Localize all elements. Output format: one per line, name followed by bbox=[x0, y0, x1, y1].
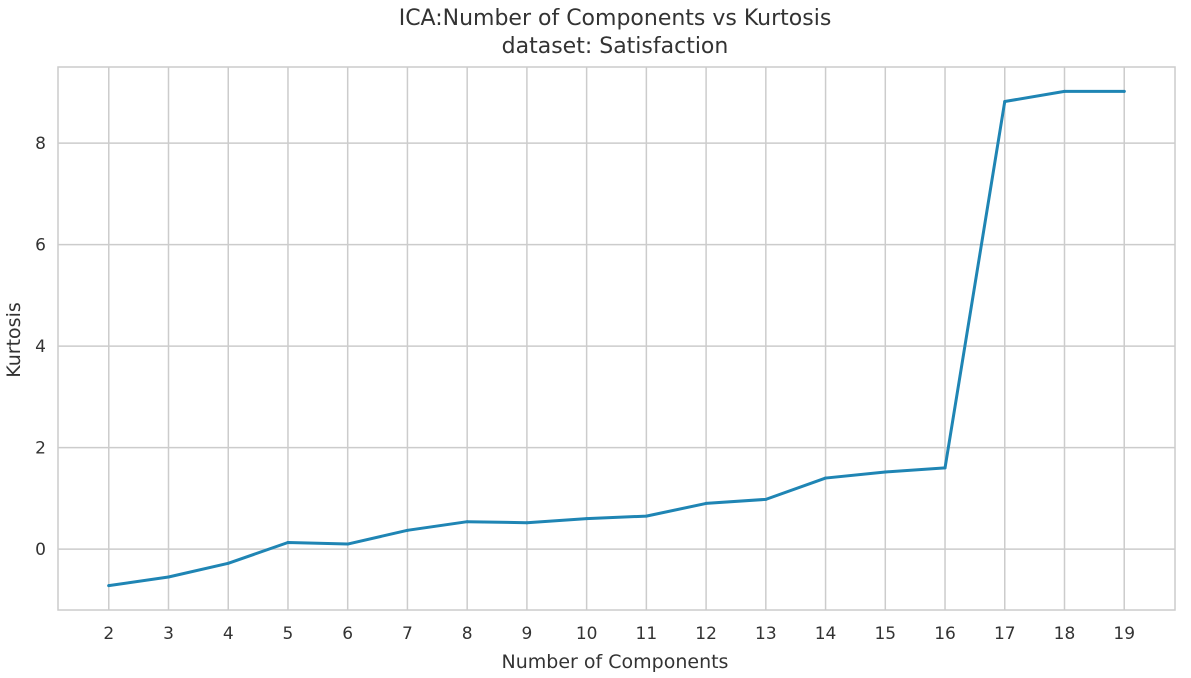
plot-frame bbox=[57, 66, 1176, 611]
plot-background bbox=[58, 67, 1175, 610]
y-tick-label: 4 bbox=[35, 337, 46, 357]
y-tick-label: 2 bbox=[35, 439, 46, 459]
data-point bbox=[704, 501, 708, 505]
x-tick-label: 14 bbox=[815, 624, 837, 644]
x-tick-label: 16 bbox=[934, 624, 956, 644]
y-tick-label: 8 bbox=[35, 134, 46, 154]
data-point bbox=[226, 561, 230, 565]
data-point bbox=[167, 575, 171, 579]
x-tick-label: 7 bbox=[402, 624, 413, 644]
y-tick-labels: 0 2 4 6 8 bbox=[35, 134, 46, 560]
data-point bbox=[1122, 89, 1126, 93]
x-tick-label: 17 bbox=[994, 624, 1016, 644]
chart-subtitle: dataset: Satisfaction bbox=[502, 34, 729, 59]
y-axis-label: Kurtosis bbox=[3, 302, 25, 378]
data-point bbox=[465, 520, 469, 524]
x-tick-label: 6 bbox=[342, 624, 353, 644]
data-point bbox=[1003, 100, 1007, 104]
x-tick-label: 13 bbox=[755, 624, 777, 644]
x-axis-label: Number of Components bbox=[502, 651, 729, 673]
data-point bbox=[1062, 89, 1066, 93]
data-point bbox=[585, 517, 589, 521]
x-tick-label: 10 bbox=[576, 624, 598, 644]
x-tick-label: 5 bbox=[283, 624, 294, 644]
data-point bbox=[346, 542, 350, 546]
chart-title: ICA:Number of Components vs Kurtosis bbox=[399, 6, 832, 31]
data-point bbox=[883, 470, 887, 474]
grid-lines bbox=[58, 67, 1175, 610]
y-tick-label: 6 bbox=[35, 236, 46, 256]
data-point bbox=[764, 497, 768, 501]
y-tick-label: 0 bbox=[35, 540, 46, 560]
x-tick-label: 8 bbox=[462, 624, 473, 644]
data-point bbox=[525, 521, 529, 525]
x-tick-label: 3 bbox=[163, 624, 174, 644]
x-tick-label: 11 bbox=[636, 624, 658, 644]
data-point bbox=[286, 541, 290, 545]
series-lines bbox=[107, 89, 1126, 588]
x-tick-label: 9 bbox=[521, 624, 532, 644]
data-point bbox=[405, 528, 409, 532]
x-tick-label: 2 bbox=[103, 624, 114, 644]
data-point bbox=[943, 466, 947, 470]
data-point bbox=[107, 584, 111, 588]
data-point bbox=[644, 514, 648, 518]
x-tick-label: 4 bbox=[223, 624, 234, 644]
x-tick-label: 12 bbox=[695, 624, 717, 644]
data-point bbox=[824, 476, 828, 480]
x-tick-label: 15 bbox=[874, 624, 896, 644]
x-tick-label: 19 bbox=[1113, 624, 1135, 644]
x-tick-labels: 2 3 4 5 6 7 8 9 10 11 12 13 14 15 16 17 18 19 bbox=[103, 624, 1135, 644]
series-line bbox=[107, 89, 1126, 588]
x-tick-label: 18 bbox=[1054, 624, 1076, 644]
